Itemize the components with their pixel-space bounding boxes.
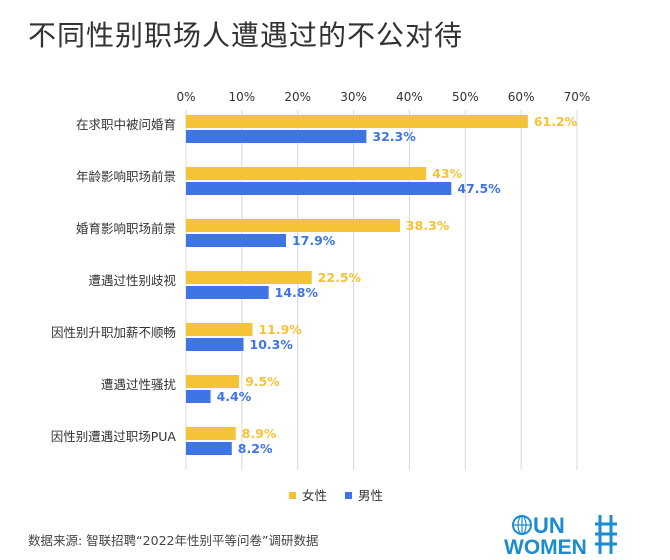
x-tick-label: 70%: [564, 90, 591, 104]
logo-un-text: UN: [533, 513, 565, 538]
bar-male: [186, 390, 211, 403]
legend-swatch: [345, 492, 352, 499]
data-label-male: 17.9%: [292, 233, 336, 248]
data-label-female: 22.5%: [318, 270, 362, 285]
bar-female: [186, 375, 240, 388]
un-women-logo: UN WOMEN: [504, 513, 617, 558]
category-label: 遭遇过性别歧视: [88, 273, 176, 288]
data-label-female: 8.9%: [242, 426, 277, 441]
legend-swatch: [289, 492, 296, 499]
bar-female: [186, 115, 528, 128]
un-emblem-icon: [512, 515, 532, 535]
x-tick-label: 40%: [396, 90, 423, 104]
category-label: 因性别升职加薪不顺畅: [51, 325, 176, 340]
bar-male: [186, 234, 286, 247]
data-label-male: 14.8%: [275, 285, 319, 300]
data-label-male: 32.3%: [372, 129, 416, 144]
x-tick-label: 0%: [176, 90, 195, 104]
data-label-female: 43%: [432, 166, 462, 181]
data-label-male: 8.2%: [238, 441, 273, 456]
data-label-female: 61.2%: [534, 114, 578, 129]
bar-male: [186, 182, 452, 195]
legend-label: 男性: [358, 488, 383, 503]
x-tick-label: 30%: [340, 90, 367, 104]
legend-female: 女性: [289, 488, 327, 503]
bar-female: [186, 427, 236, 440]
bar-male: [186, 442, 232, 455]
bar-female: [186, 271, 312, 284]
x-tick-label: 20%: [284, 90, 311, 104]
data-label-female: 11.9%: [258, 322, 302, 337]
category-label: 遭遇过性骚扰: [101, 377, 177, 392]
source-note: 数据来源: 智联招聘“2022年性别平等问卷”调研数据: [28, 533, 319, 548]
bar-female: [186, 167, 427, 180]
logo-women-text: WOMEN: [504, 536, 587, 558]
legend-male: 男性: [345, 488, 383, 503]
page-title: 不同性别职场人遭遇过的不公对待: [28, 19, 464, 52]
data-labels: 61.2% 32.3% 43%47.5% 38.3% 17.9% 22.5%14.8% 11…: [217, 114, 578, 456]
category-label: 因性别遭遇过职场PUA: [51, 429, 177, 444]
data-label-male: 47.5%: [457, 181, 501, 196]
x-tick-label: 50%: [452, 90, 479, 104]
bars: [186, 115, 528, 455]
category-labels: 在求职中被问婚育年龄影响职场前景婚育影响职场前景遭遇过性别歧视因性别升职加薪不顺…: [51, 117, 177, 444]
x-axis-ticks: 0% 10% 20% 30% 40% 50% 60% 70%: [176, 90, 590, 104]
bar-male: [186, 338, 244, 351]
legend: 女性 男性: [289, 488, 383, 503]
category-label: 在求职中被问婚育: [76, 117, 176, 132]
chart: 0% 10% 20% 30% 40% 50% 60% 70% 在求职中被问婚育年龄影响职场前景…: [51, 90, 591, 503]
bar-female: [186, 323, 253, 336]
bar-female: [186, 219, 400, 232]
x-tick-label: 60%: [508, 90, 535, 104]
data-label-male: 10.3%: [250, 337, 294, 352]
data-label-female: 38.3%: [406, 218, 450, 233]
category-label: 婚育影响职场前景: [76, 221, 176, 236]
data-label-female: 9.5%: [245, 374, 280, 389]
legend-label: 女性: [302, 488, 327, 503]
bar-male: [186, 286, 269, 299]
category-label: 年龄影响职场前景: [76, 169, 176, 184]
equality-grid-icon: [595, 515, 617, 554]
bar-male: [186, 130, 367, 143]
data-label-male: 4.4%: [217, 389, 252, 404]
x-tick-label: 10%: [229, 90, 256, 104]
